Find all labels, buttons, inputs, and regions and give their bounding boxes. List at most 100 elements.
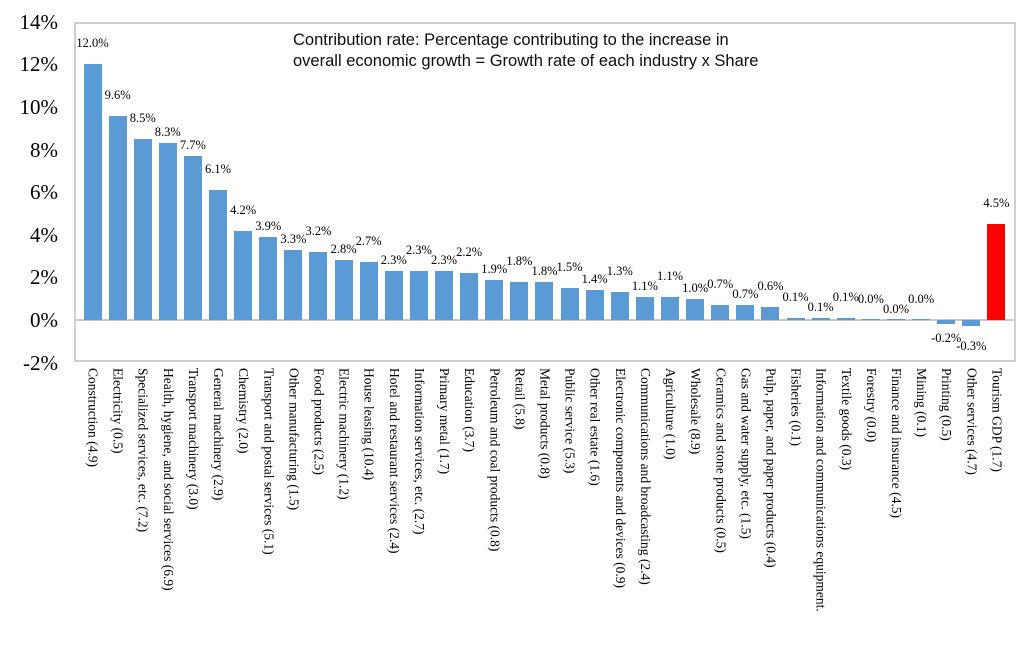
bar bbox=[83, 64, 102, 320]
data-label: 2.7% bbox=[355, 234, 382, 249]
bar bbox=[761, 307, 780, 320]
data-label: 6.1% bbox=[205, 162, 232, 177]
y-tick-label: 12% bbox=[19, 52, 59, 77]
x-category-label: Chemistry (2.0) bbox=[236, 368, 252, 454]
data-label: 7.7% bbox=[179, 137, 206, 152]
data-label: 2.3% bbox=[380, 253, 407, 267]
data-label: 3.2% bbox=[305, 223, 332, 238]
bar bbox=[158, 143, 177, 320]
bar bbox=[560, 288, 579, 320]
x-category-label: Electronic components and devices (0.9) bbox=[612, 368, 628, 589]
data-label: 9.6% bbox=[104, 87, 131, 102]
x-category-label: Information services, etc. (2.7) bbox=[411, 368, 427, 535]
x-category-label: Fisheries (0.1) bbox=[788, 368, 804, 446]
data-label: 2.3% bbox=[405, 243, 432, 257]
x-category-label: Forestry (0.0) bbox=[863, 368, 879, 443]
data-label: 0.0% bbox=[857, 292, 884, 306]
bar bbox=[485, 279, 504, 320]
y-tick-label: 0% bbox=[30, 308, 58, 332]
data-label: 8.3% bbox=[154, 125, 181, 140]
bar bbox=[610, 292, 629, 320]
bar bbox=[234, 230, 253, 320]
x-category-label: Electric machinery (1.2) bbox=[336, 368, 352, 500]
x-category-label: Wholesale (8.9) bbox=[688, 368, 704, 455]
x-category-label: Gas and water supply, etc. (1.5) bbox=[738, 368, 754, 539]
data-label: 1.1% bbox=[631, 278, 658, 293]
data-label: -0.3% bbox=[956, 339, 987, 354]
bar bbox=[836, 317, 855, 320]
y-tick-label: -2% bbox=[23, 350, 58, 375]
bar bbox=[912, 319, 931, 320]
bar bbox=[736, 305, 755, 320]
x-category-label: Education (3.7) bbox=[462, 368, 478, 452]
x-category-label: Primary metal (1.7) bbox=[437, 368, 453, 475]
x-category-label: Tourism GDP (1.7) bbox=[989, 368, 1005, 472]
chart-title-line-1: Contribution rate: Percentage contributi… bbox=[293, 31, 729, 49]
bar bbox=[259, 236, 278, 320]
data-label: 0.7% bbox=[707, 277, 734, 292]
bar bbox=[811, 317, 830, 320]
data-label: 1.5% bbox=[556, 260, 583, 275]
x-category-label: Communications and broadcasting (2.4) bbox=[637, 368, 653, 585]
data-label: 8.5% bbox=[129, 110, 156, 125]
x-category-label: General machinery (2.9) bbox=[211, 368, 227, 501]
bar bbox=[284, 249, 303, 320]
data-label: 3.3% bbox=[280, 231, 307, 246]
data-label: 0.6% bbox=[757, 279, 784, 294]
bar bbox=[309, 251, 328, 320]
x-category-label: Printing (0.5) bbox=[939, 368, 955, 441]
bar bbox=[635, 296, 654, 320]
data-label: 1.8% bbox=[506, 253, 533, 268]
y-tick-label: 8% bbox=[30, 137, 58, 162]
bar bbox=[334, 260, 353, 320]
x-category-label: Construction (4.9) bbox=[85, 368, 101, 467]
x-category-label: Specialized services, etc. (7.2) bbox=[135, 368, 151, 533]
data-label: 1.8% bbox=[531, 263, 558, 278]
bar bbox=[661, 296, 680, 320]
x-category-label: Metal products (0.8) bbox=[537, 368, 553, 479]
x-category-label: Mining (0.1) bbox=[914, 368, 930, 437]
bar bbox=[435, 271, 454, 320]
bar bbox=[535, 281, 554, 320]
x-category-label: Agriculture (1.0) bbox=[663, 368, 679, 460]
x-category-label: Health, hygiene, and social services (6.… bbox=[160, 368, 176, 591]
x-category-label: Electricity (0.5) bbox=[110, 368, 126, 454]
data-label: 4.2% bbox=[230, 202, 257, 217]
x-category-label: Other manufacturing (1.5) bbox=[286, 368, 302, 511]
bar bbox=[359, 262, 378, 320]
data-label: 0.0% bbox=[908, 292, 935, 306]
data-label: 2.2% bbox=[456, 245, 483, 260]
bar bbox=[183, 155, 202, 320]
data-label: 0.7% bbox=[732, 287, 759, 302]
y-tick-label: 6% bbox=[30, 180, 58, 205]
x-category-label: Textile goods (0.3) bbox=[838, 368, 854, 471]
x-category-label: Other real estate (1.6) bbox=[587, 368, 603, 486]
data-label: 0.1% bbox=[782, 289, 809, 304]
data-label: 3.9% bbox=[255, 218, 282, 233]
x-category-label: Information and communications equipment… bbox=[813, 368, 829, 612]
y-tick-label: 10% bbox=[19, 95, 59, 119]
x-category-label: Petroleum and coal products (0.8) bbox=[487, 368, 503, 552]
x-category-label: Retail (5.8) bbox=[512, 368, 528, 430]
data-label: 1.9% bbox=[481, 261, 508, 276]
bar bbox=[108, 115, 127, 320]
x-category-label: Hotel and restaurant services (2.4) bbox=[386, 368, 402, 554]
x-category-label: House leasing (10.4) bbox=[361, 368, 377, 481]
data-label: 0.0% bbox=[882, 302, 910, 316]
chart-title-line-2: overall economic growth = Growth rate of… bbox=[293, 52, 759, 70]
data-label: 1.3% bbox=[606, 264, 633, 279]
data-label: -0.2% bbox=[931, 331, 962, 346]
x-category-label: Pulp, paper, and paper products (0.4) bbox=[763, 368, 779, 568]
bar bbox=[585, 290, 604, 320]
bar bbox=[686, 298, 705, 320]
data-label: 1.1% bbox=[656, 268, 684, 283]
data-label: 2.3% bbox=[431, 253, 458, 267]
chart-title: Contribution rate: Percentage contributi… bbox=[293, 30, 758, 72]
data-label: 0.1% bbox=[832, 289, 859, 304]
y-tick-label: 14% bbox=[19, 9, 59, 34]
data-label: 1.0% bbox=[682, 280, 709, 295]
bar bbox=[510, 281, 529, 320]
x-category-label: Transport machinery (3.0) bbox=[185, 368, 201, 510]
data-label: 4.5% bbox=[983, 196, 1010, 211]
x-category-label: Other services (4.7) bbox=[964, 368, 980, 475]
